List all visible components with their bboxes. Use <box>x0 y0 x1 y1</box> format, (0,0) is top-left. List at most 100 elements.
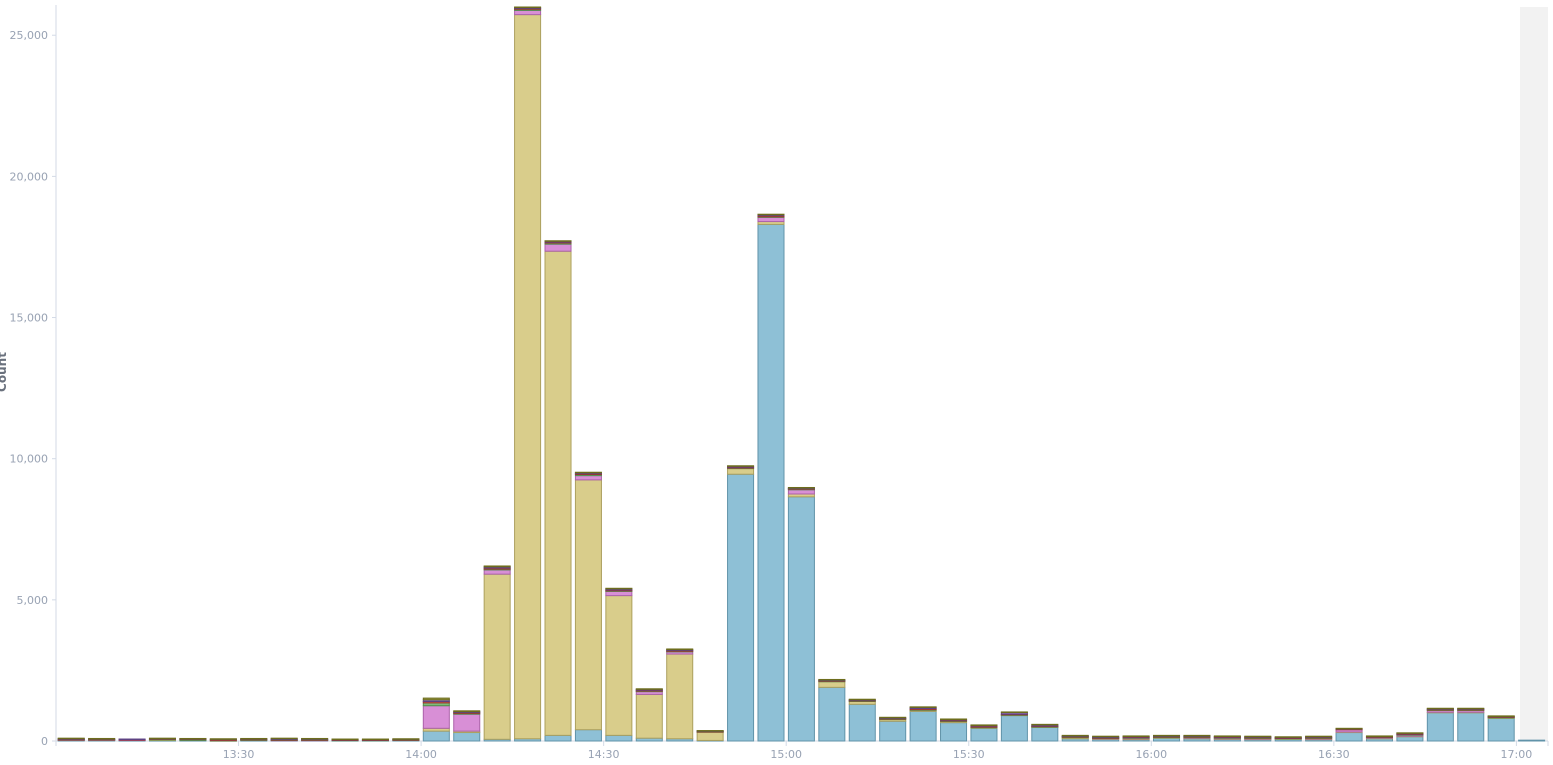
bar-stack <box>1365 735 1393 742</box>
bar-segment-blue <box>848 703 876 742</box>
x-tick-label: 16:00 <box>1135 748 1167 761</box>
bar-stack <box>696 730 724 742</box>
bar-segment-olive <box>1335 727 1363 730</box>
bar-segment-olive <box>361 738 389 741</box>
bar-segment-blue <box>1518 739 1546 742</box>
bar-segment-olive <box>1365 735 1393 738</box>
y-axis: 0 5,000 10,000 15,000 20,000 25,000 <box>10 5 57 748</box>
bar-stack <box>118 738 146 742</box>
bar-segment-olive <box>940 718 968 721</box>
bar-segment-blue <box>970 727 998 742</box>
bar-segment-olive <box>848 698 876 701</box>
bar-segment-olive <box>422 697 450 701</box>
bar-segment-olive <box>1061 734 1089 737</box>
bar-stack <box>270 737 298 742</box>
bar-segment-olive <box>1244 735 1272 738</box>
bar-segment-pink <box>422 705 450 729</box>
bar-stack <box>879 716 907 742</box>
x-tick-label: 14:00 <box>405 748 437 761</box>
bar-segment-yellow <box>483 573 511 740</box>
y-tick-label: 0 <box>41 735 48 748</box>
bar-segment-olive <box>1426 707 1454 710</box>
bar-segment-olive <box>696 730 724 732</box>
y-tick-label: 10,000 <box>10 453 49 466</box>
bar-stack <box>1335 727 1363 742</box>
x-tick-label: 14:30 <box>588 748 620 761</box>
y-tick-label: 20,000 <box>10 170 49 183</box>
bar-segment-yellow <box>818 681 846 688</box>
bar-stack <box>1518 739 1546 742</box>
bar-stack <box>940 718 968 742</box>
bar-segment-olive <box>970 724 998 727</box>
bar-segment-blue <box>574 729 602 742</box>
y-axis-title: Count <box>0 352 9 392</box>
partial-bucket-band <box>1520 7 1548 741</box>
bar-stack <box>179 737 207 742</box>
bar-segment-olive <box>331 738 359 741</box>
bar-segment-olive <box>209 738 237 740</box>
bar-segment-blue <box>727 473 755 742</box>
bar-segment-olive <box>605 587 633 590</box>
bar-segment-olive <box>787 486 815 489</box>
bar-stack <box>848 698 876 742</box>
y-tick-label: 15,000 <box>10 312 49 325</box>
bar-stack <box>909 706 937 742</box>
bar-stack <box>331 738 359 742</box>
bar-segment-olive <box>879 716 907 719</box>
bar-stack <box>1426 707 1454 742</box>
bar-segment-olive <box>88 737 116 740</box>
bar-segment-olive <box>818 678 846 681</box>
bar-stack <box>1244 735 1272 742</box>
bar-segment-blue <box>1335 732 1363 742</box>
bar-stack <box>1000 711 1028 742</box>
x-tick-label: 15:30 <box>953 748 985 761</box>
bar-segment-olive <box>1092 735 1120 738</box>
bar-segment-olive <box>514 6 542 9</box>
bar-stack <box>727 465 755 742</box>
x-tick-label: 13:30 <box>223 748 255 761</box>
bar-segment-yellow <box>574 479 602 731</box>
bar-segment-yellow <box>635 693 663 739</box>
bar-stack <box>544 240 572 742</box>
bar-stack <box>301 737 329 742</box>
bar-stack <box>970 724 998 742</box>
bar-segment-olive <box>1396 732 1424 734</box>
bar-stack <box>1061 734 1089 742</box>
bar-stack <box>1213 735 1241 742</box>
bar-stack <box>787 486 815 742</box>
bar-segment-olive <box>1274 736 1302 738</box>
bar-segment-purple <box>118 738 146 741</box>
bar-segment-olive <box>666 648 694 651</box>
bar-segment-olive <box>301 737 329 740</box>
bar-segment-olive <box>57 737 85 740</box>
bar-segment-yellow <box>727 468 755 475</box>
bar-segment-blue <box>605 734 633 742</box>
bar-stack <box>240 737 268 742</box>
bar-segment-olive <box>1213 735 1241 738</box>
bar-segment-pink <box>757 216 785 223</box>
bar-stack <box>1092 735 1120 742</box>
bar-segment-yellow <box>514 14 542 740</box>
bar-stack <box>666 648 694 742</box>
bar-stack <box>635 688 663 742</box>
bar-segment-olive <box>1487 715 1515 717</box>
bar-stack <box>1183 734 1211 742</box>
bar-segment-blue <box>1487 717 1515 742</box>
bar-segment-blue <box>453 732 481 742</box>
bar-segment-olive <box>1457 707 1485 710</box>
bar-segment-blue <box>544 734 572 742</box>
bar-segment-olive <box>1031 723 1059 726</box>
bar-stack <box>605 587 633 742</box>
bar-stack <box>757 213 785 742</box>
bar-segment-olive <box>635 688 663 690</box>
bar-segment-pink <box>483 569 511 575</box>
bar-stack <box>1457 707 1485 742</box>
x-tick-label: 15:00 <box>770 748 802 761</box>
bar-segment-olive <box>544 240 572 242</box>
bar-segment-pink <box>453 713 481 732</box>
y-tick-label: 25,000 <box>10 29 49 42</box>
bars <box>57 6 1546 742</box>
bar-segment-blue <box>757 223 785 742</box>
bar-segment-olive <box>240 737 268 740</box>
